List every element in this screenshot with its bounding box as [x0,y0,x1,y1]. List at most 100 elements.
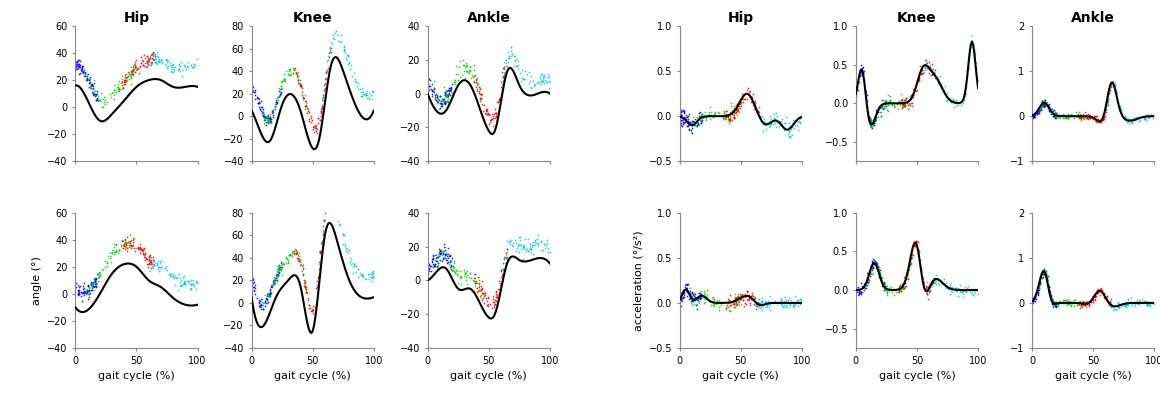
Point [1096,106,1115,112]
Point [121,232,139,238]
Point [71,58,89,64]
Point [915,69,934,76]
Point [724,109,742,116]
Point [433,252,451,258]
Point [1116,116,1134,123]
Point [494,268,513,274]
Point [255,292,274,299]
Point [902,96,921,102]
Point [955,287,973,293]
Point [304,306,322,312]
Point [306,128,325,134]
Point [690,296,709,302]
Point [142,61,160,68]
Point [296,103,314,109]
Point [746,102,764,108]
Point [297,285,316,292]
Point [745,100,763,106]
Point [726,296,745,302]
Point [68,61,87,67]
Point [78,77,96,84]
Point [82,281,101,287]
Point [488,108,507,115]
Point [314,231,333,237]
Point [726,105,745,112]
Point [316,75,334,81]
Point [944,98,963,104]
Point [688,118,706,124]
Point [870,274,889,280]
Point [269,269,288,276]
Point [684,292,703,298]
Point [1037,101,1056,108]
Point [275,76,293,82]
Point [465,72,484,79]
Point [956,92,974,99]
Point [1103,78,1122,85]
Point [766,116,784,123]
Point [691,295,710,302]
Point [1032,98,1051,104]
Point [948,288,966,294]
Point [266,274,284,281]
Point [849,285,868,292]
Point [255,300,274,306]
Point [252,296,270,302]
Point [113,81,131,88]
Point [465,277,484,284]
Point [780,128,798,135]
Point [1035,100,1053,106]
Point [684,118,703,125]
Point [164,271,182,277]
Point [434,251,452,258]
Point [1085,296,1103,303]
Point [363,274,382,280]
Point [1049,114,1067,120]
Point [916,57,935,63]
Point [735,300,754,306]
Point [307,125,326,132]
Point [928,76,947,83]
Point [87,96,106,103]
Point [755,298,774,304]
Point [442,258,461,264]
Point [494,74,513,80]
Point [681,128,699,135]
Point [1104,303,1123,309]
Point [72,68,90,74]
Point [1141,111,1160,117]
Point [137,255,155,262]
Point [1101,87,1119,93]
Point [944,97,963,104]
Point [467,285,486,292]
Point [531,73,550,79]
Point [123,243,142,249]
Point [683,289,702,295]
Point [115,243,133,249]
Point [718,112,737,118]
Point [857,104,876,110]
Point [1024,300,1043,306]
Point [253,298,271,305]
Point [436,92,455,98]
Point [429,97,448,104]
Point [732,98,751,105]
Point [966,290,985,296]
Point [320,50,339,56]
Point [436,255,455,261]
Point [902,256,921,262]
Point [1056,115,1074,122]
Point [356,92,375,98]
Point [437,92,456,98]
Point [503,50,522,57]
Point [913,66,931,73]
Point [311,249,329,255]
Point [907,237,926,244]
Point [1042,294,1060,300]
Point [283,249,302,256]
Point [320,194,339,200]
Point [441,85,459,91]
Point [116,74,135,80]
Point [353,272,371,278]
Point [869,266,887,272]
